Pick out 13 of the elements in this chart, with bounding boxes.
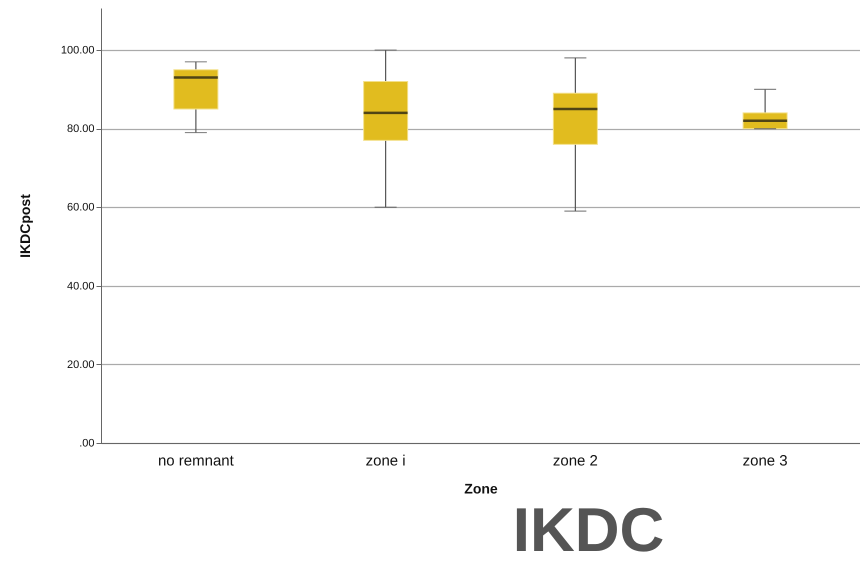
x-tick-label: zone i	[366, 452, 406, 470]
y-tick-label: .00	[79, 438, 94, 450]
y-tick-label: 100.00	[60, 44, 94, 57]
x-tick-label: zone 2	[552, 452, 598, 470]
y-tick-label: 60.00	[66, 202, 94, 214]
text: IKDC	[512, 496, 664, 565]
x-axis-title: Zone	[464, 480, 498, 496]
y-axis-title: IKDCpost	[16, 194, 33, 258]
x-tick-label: no remnant	[158, 452, 235, 470]
y-tick-label: 80.00	[66, 123, 94, 136]
y-tick-label: 40.00	[66, 280, 94, 292]
y-tick-label: 20.00	[66, 358, 94, 371]
x-tick-label: zone 3	[742, 452, 788, 470]
